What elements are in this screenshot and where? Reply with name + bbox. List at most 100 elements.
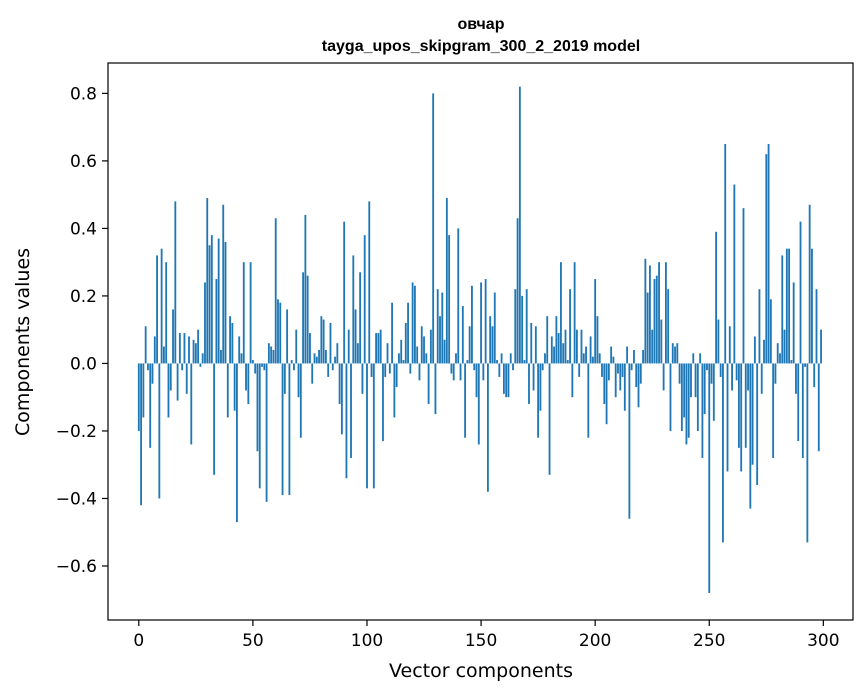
bar	[496, 360, 498, 364]
bar	[541, 363, 544, 371]
bar	[313, 353, 316, 364]
y-axis-ticks: −0.6 −0.4 −0.2 0.0 0.2 0.4 0.6 0.8	[56, 84, 108, 577]
bar	[267, 343, 270, 364]
bar	[571, 363, 574, 398]
bar	[407, 302, 409, 364]
bar	[587, 363, 590, 438]
bar	[340, 363, 343, 435]
bar	[368, 201, 371, 364]
bar	[623, 363, 626, 411]
bar	[409, 363, 412, 374]
bar	[514, 289, 517, 364]
bar	[450, 363, 453, 374]
bar	[452, 363, 455, 381]
bar	[354, 309, 357, 364]
bar	[676, 343, 679, 364]
bar	[557, 333, 560, 364]
bar	[806, 363, 809, 543]
bar	[799, 221, 802, 364]
bar	[628, 363, 631, 519]
bar	[297, 363, 300, 398]
bar	[487, 363, 489, 492]
bar	[325, 349, 327, 364]
bar	[331, 363, 334, 371]
bar	[660, 319, 663, 364]
bar	[423, 336, 425, 364]
bar	[779, 353, 781, 364]
bar	[142, 363, 145, 418]
bar	[210, 235, 213, 364]
bar	[525, 289, 528, 364]
x-tick-label: 150	[465, 631, 497, 651]
bar	[633, 349, 635, 364]
bar	[432, 93, 435, 364]
bar	[480, 282, 482, 364]
bar-series	[137, 86, 822, 593]
bar	[461, 306, 464, 364]
bar	[708, 363, 711, 593]
bar	[418, 363, 421, 381]
chart-subtitle: tayga_upos_skipgram_300_2_2019 model	[322, 38, 640, 55]
bar	[612, 356, 615, 364]
bar	[637, 363, 640, 408]
bar	[327, 363, 330, 377]
bar	[153, 336, 156, 364]
bar	[361, 363, 364, 394]
bar	[420, 326, 423, 364]
bar	[776, 343, 779, 364]
bar	[751, 363, 754, 465]
bar	[315, 356, 318, 364]
bar	[717, 319, 720, 364]
bar	[518, 86, 521, 364]
bar	[274, 218, 277, 364]
bar	[528, 363, 530, 404]
bar	[598, 353, 601, 364]
bar	[738, 363, 740, 448]
bar	[204, 282, 206, 364]
bar	[603, 363, 606, 404]
bar	[199, 363, 202, 367]
bar	[350, 363, 352, 458]
bar	[263, 363, 266, 371]
bar	[388, 363, 391, 374]
bar	[279, 302, 282, 364]
bar	[455, 353, 457, 364]
bar	[546, 316, 549, 364]
bar	[320, 316, 323, 364]
bar	[140, 363, 142, 506]
bar	[167, 363, 170, 418]
bar	[448, 235, 451, 364]
bar	[690, 363, 692, 398]
bar	[434, 363, 437, 415]
bar	[731, 363, 733, 391]
bar	[555, 316, 558, 364]
bar	[445, 198, 448, 364]
bar	[619, 363, 622, 391]
bar	[172, 309, 174, 364]
bar	[795, 363, 797, 394]
x-tick-label: 50	[242, 631, 264, 651]
bar	[564, 329, 567, 364]
bar	[801, 363, 804, 458]
bar	[151, 363, 154, 384]
bar	[149, 363, 152, 448]
bar	[614, 363, 617, 398]
bar	[165, 262, 168, 364]
bar	[575, 329, 578, 364]
bar	[667, 289, 670, 364]
x-tick-label: 0	[133, 631, 144, 651]
bar	[366, 363, 368, 489]
bar	[674, 346, 676, 364]
bar	[174, 201, 177, 364]
bar	[639, 363, 642, 384]
bar	[222, 204, 225, 364]
bar	[240, 353, 243, 364]
bar	[482, 363, 485, 381]
bar	[683, 363, 686, 418]
bar	[477, 363, 480, 445]
bar	[416, 346, 419, 364]
bar	[797, 363, 800, 442]
bar	[475, 363, 478, 398]
bar	[178, 333, 181, 364]
bar	[630, 363, 633, 371]
